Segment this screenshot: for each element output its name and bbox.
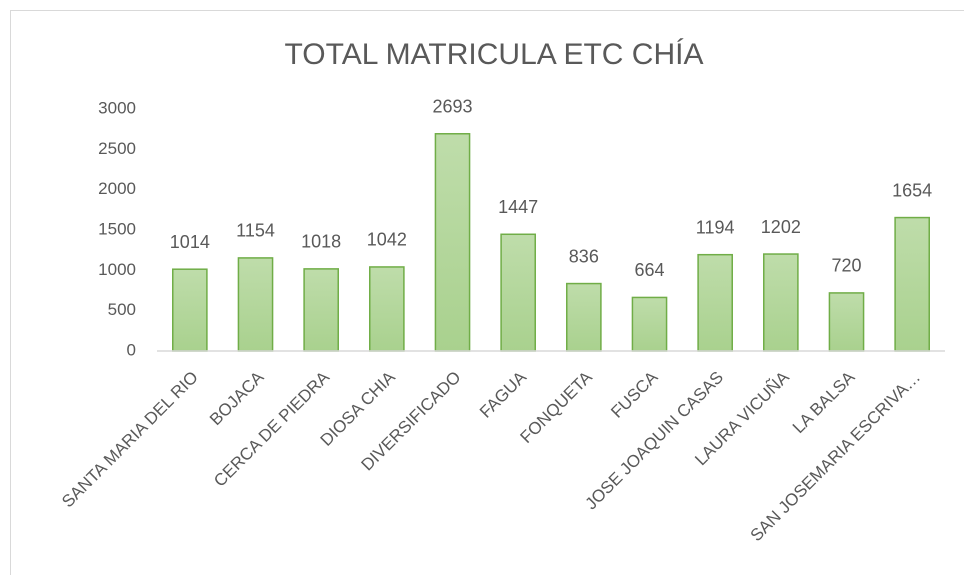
value-label: 720 bbox=[831, 256, 861, 276]
value-label: 1154 bbox=[236, 221, 275, 241]
chart-title: TOTAL MATRICULA ETC CHÍA bbox=[285, 38, 704, 71]
bar bbox=[566, 282, 602, 352]
y-tick-label: 0 bbox=[127, 340, 136, 359]
chart-border bbox=[10, 10, 964, 575]
bar bbox=[434, 133, 471, 352]
bar bbox=[631, 296, 668, 352]
value-label: 1018 bbox=[301, 232, 341, 252]
y-tick-label: 1000 bbox=[98, 260, 136, 279]
y-tick-label: 500 bbox=[108, 300, 136, 319]
value-label: 1447 bbox=[498, 197, 538, 217]
bar bbox=[697, 253, 733, 352]
bar bbox=[500, 233, 536, 352]
bar bbox=[369, 266, 405, 352]
bar bbox=[303, 268, 339, 352]
y-tick-label: 2000 bbox=[98, 179, 136, 198]
value-label: 1194 bbox=[696, 217, 735, 237]
value-label: 2693 bbox=[432, 97, 472, 117]
bar bbox=[172, 268, 208, 352]
value-label: 1654 bbox=[892, 180, 932, 200]
value-label: 664 bbox=[634, 260, 664, 280]
bar bbox=[237, 257, 274, 352]
bar bbox=[828, 292, 865, 352]
y-tick-label: 1500 bbox=[98, 219, 136, 238]
bar bbox=[894, 216, 930, 352]
value-label: 1042 bbox=[367, 230, 407, 250]
value-label: 836 bbox=[569, 246, 599, 266]
value-label: 1014 bbox=[170, 232, 210, 252]
y-tick-label: 2500 bbox=[98, 139, 136, 158]
y-tick-label: 3000 bbox=[98, 98, 136, 117]
value-label: 1202 bbox=[761, 217, 801, 237]
bar bbox=[763, 253, 799, 352]
